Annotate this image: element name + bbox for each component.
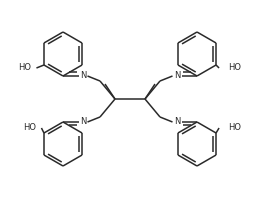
Text: N: N: [80, 71, 86, 81]
Text: N: N: [174, 118, 180, 126]
Text: N: N: [80, 118, 86, 126]
Text: HO: HO: [18, 63, 31, 72]
Text: HO: HO: [228, 63, 241, 72]
Text: HO: HO: [23, 123, 36, 133]
Text: HO: HO: [228, 123, 241, 133]
Text: N: N: [174, 71, 180, 81]
